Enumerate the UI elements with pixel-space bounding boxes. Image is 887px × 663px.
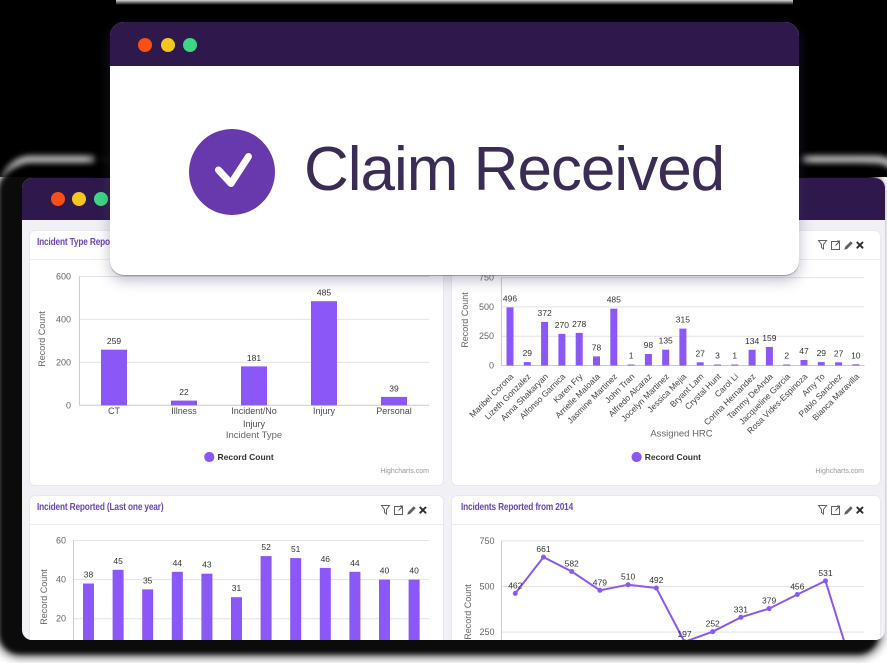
svg-text:3: 3	[715, 351, 720, 361]
svg-text:197: 197	[677, 629, 691, 639]
svg-text:0: 0	[66, 400, 71, 410]
svg-text:Highcharts.com: Highcharts.com	[815, 468, 864, 475]
svg-text:492: 492	[649, 575, 663, 585]
svg-text:22: 22	[179, 387, 189, 397]
svg-text:372: 372	[538, 308, 552, 318]
svg-text:47: 47	[799, 346, 809, 356]
svg-text:Injury: Injury	[243, 419, 266, 429]
svg-text:52: 52	[261, 542, 271, 552]
svg-text:44: 44	[350, 558, 360, 568]
svg-text:250: 250	[479, 331, 494, 341]
svg-text:Record Count: Record Count	[645, 452, 701, 462]
svg-text:500: 500	[479, 302, 494, 312]
svg-text:181: 181	[247, 353, 261, 363]
svg-text:40: 40	[56, 575, 66, 585]
svg-text:750: 750	[479, 536, 494, 546]
svg-text:Record Count: Record Count	[463, 584, 473, 640]
svg-text:CT: CT	[108, 406, 120, 416]
svg-text:379: 379	[762, 596, 776, 606]
svg-text:159: 159	[762, 333, 776, 343]
svg-text:Incident/No: Incident/No	[231, 406, 277, 416]
svg-text:43: 43	[202, 560, 212, 570]
svg-text:Illness: Illness	[171, 406, 197, 416]
svg-text:500: 500	[479, 582, 494, 592]
svg-text:0: 0	[489, 361, 494, 371]
svg-text:51: 51	[291, 544, 301, 554]
svg-text:252: 252	[706, 619, 720, 629]
svg-text:60: 60	[56, 536, 66, 546]
svg-text:1: 1	[629, 351, 634, 361]
svg-text:Record Count: Record Count	[39, 569, 49, 625]
svg-text:250: 250	[479, 627, 494, 637]
svg-text:Injury: Injury	[313, 406, 336, 416]
svg-text:Personal: Personal	[376, 406, 412, 416]
svg-text:Record Count: Record Count	[460, 292, 470, 348]
svg-text:20: 20	[56, 614, 66, 624]
svg-text:78: 78	[592, 342, 602, 352]
svg-text:531: 531	[818, 568, 832, 578]
svg-text:Record Count: Record Count	[37, 311, 47, 367]
svg-text:1: 1	[732, 351, 737, 361]
svg-text:Assigned HRC: Assigned HRC	[650, 429, 712, 440]
svg-text:278: 278	[572, 319, 586, 329]
svg-text:510: 510	[621, 572, 635, 582]
svg-text:29: 29	[523, 348, 533, 358]
svg-text:400: 400	[56, 314, 71, 324]
svg-text:35: 35	[143, 575, 153, 585]
svg-text:331: 331	[734, 604, 748, 614]
svg-text:315: 315	[676, 315, 690, 325]
svg-text:31: 31	[232, 583, 242, 593]
svg-text:485: 485	[317, 288, 331, 298]
svg-text:10: 10	[851, 350, 861, 360]
svg-text:134: 134	[745, 336, 759, 346]
svg-text:600: 600	[56, 272, 71, 282]
svg-text:Highcharts.com: Highcharts.com	[380, 468, 429, 475]
svg-text:45: 45	[113, 556, 123, 566]
svg-text:98: 98	[644, 340, 654, 350]
svg-text:29: 29	[817, 348, 827, 358]
svg-text:40: 40	[409, 566, 419, 576]
svg-text:40: 40	[380, 566, 390, 576]
svg-text:200: 200	[56, 357, 71, 367]
svg-text:259: 259	[107, 336, 121, 346]
svg-text:Record Count: Record Count	[218, 452, 274, 462]
svg-text:485: 485	[607, 295, 621, 305]
svg-text:39: 39	[389, 383, 399, 393]
svg-text:2: 2	[784, 351, 789, 361]
svg-text:456: 456	[790, 582, 804, 592]
svg-text:38: 38	[84, 570, 94, 580]
svg-text:Incident Type: Incident Type	[226, 430, 282, 441]
svg-text:750: 750	[479, 273, 494, 283]
svg-text:496: 496	[503, 293, 517, 303]
svg-text:479: 479	[593, 577, 607, 587]
svg-text:582: 582	[565, 559, 579, 569]
svg-text:46: 46	[321, 554, 331, 564]
svg-text:462: 462	[508, 580, 522, 590]
svg-text:27: 27	[695, 348, 705, 358]
svg-text:661: 661	[536, 544, 550, 554]
svg-text:44: 44	[173, 558, 183, 568]
svg-text:27: 27	[834, 348, 844, 358]
svg-text:270: 270	[555, 320, 569, 330]
svg-text:135: 135	[659, 336, 673, 346]
